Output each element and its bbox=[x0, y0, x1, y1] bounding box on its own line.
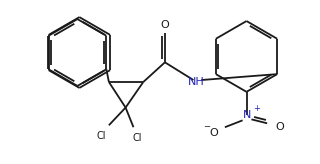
Text: Cl: Cl bbox=[96, 131, 106, 141]
Text: +: + bbox=[253, 104, 260, 113]
Text: Cl: Cl bbox=[132, 133, 142, 143]
Text: NH: NH bbox=[188, 77, 205, 87]
Text: −: − bbox=[203, 122, 210, 131]
Text: N: N bbox=[243, 110, 252, 120]
Text: O: O bbox=[210, 128, 219, 138]
Text: O: O bbox=[276, 122, 284, 132]
Text: O: O bbox=[161, 20, 169, 30]
